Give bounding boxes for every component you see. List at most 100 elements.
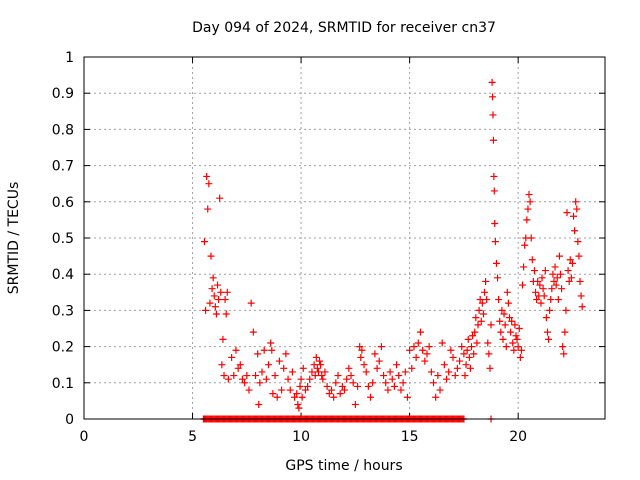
- data-point: [469, 332, 477, 340]
- data-point: [465, 353, 473, 361]
- data-point: [490, 187, 498, 195]
- data-point: [357, 353, 365, 361]
- data-point: [267, 339, 275, 347]
- data-point: [206, 299, 214, 307]
- data-point: [399, 379, 407, 387]
- data-point: [430, 379, 438, 387]
- data-point: [489, 136, 497, 144]
- data-point: [341, 386, 348, 394]
- y-tick-label: 0.1: [52, 376, 74, 392]
- data-point: [390, 382, 398, 390]
- data-point: [299, 364, 307, 372]
- data-point: [564, 267, 572, 275]
- data-point: [570, 212, 578, 220]
- data-point: [451, 372, 459, 380]
- data-point: [284, 375, 292, 383]
- data-point: [501, 321, 509, 329]
- plot-frame: [83, 56, 606, 420]
- data-point: [463, 346, 471, 354]
- data-point: [525, 191, 533, 199]
- data-point: [505, 314, 513, 322]
- data-point: [507, 328, 515, 336]
- data-point: [360, 361, 368, 369]
- y-tick-label: 0: [65, 412, 74, 428]
- data-point: [217, 288, 225, 296]
- data-point: [247, 299, 255, 307]
- data-point: [364, 382, 372, 390]
- data-point: [208, 285, 216, 293]
- data-point: [572, 198, 580, 206]
- data-point: [498, 306, 506, 314]
- data-point: [491, 238, 499, 246]
- data-point: [421, 357, 429, 365]
- data-point: [216, 194, 224, 202]
- data-point: [204, 205, 212, 213]
- data-point: [401, 368, 409, 376]
- data-point: [354, 382, 362, 390]
- data-point: [478, 299, 486, 307]
- data-point: [566, 256, 574, 264]
- data-point: [210, 292, 218, 300]
- data-point: [479, 310, 487, 318]
- data-point: [519, 281, 527, 289]
- data-point: [565, 277, 573, 285]
- data-point: [282, 350, 290, 358]
- x-tick-label: 15: [401, 429, 419, 445]
- grid: [84, 57, 605, 419]
- data-point: [502, 343, 510, 351]
- data-point: [470, 350, 478, 358]
- data-point: [577, 292, 585, 300]
- data-point: [262, 375, 270, 383]
- data-point: [513, 335, 521, 343]
- data-point: [538, 274, 546, 282]
- data-point: [532, 288, 540, 296]
- data-point: [314, 368, 322, 376]
- y-tick-label: 0.9: [52, 86, 74, 102]
- data-point: [297, 375, 305, 383]
- data-point: [236, 361, 244, 369]
- data-point: [471, 328, 479, 336]
- x-tick-label: 20: [509, 429, 527, 445]
- data-point: [419, 346, 427, 354]
- data-point: [453, 364, 461, 372]
- data-point: [440, 361, 448, 369]
- data-point: [458, 343, 466, 351]
- data-point: [273, 393, 281, 401]
- data-point: [412, 353, 420, 361]
- data-point: [410, 343, 418, 351]
- data-point: [543, 328, 551, 336]
- data-point: [310, 361, 318, 369]
- data-point: [491, 220, 499, 228]
- data-point: [416, 328, 424, 336]
- data-point: [373, 364, 381, 372]
- data-point: [319, 375, 327, 383]
- data-point: [500, 310, 508, 318]
- y-tick-label: 1: [65, 50, 74, 66]
- y-axis-title: SRMTID / TECUs: [6, 182, 22, 295]
- data-point: [496, 317, 504, 325]
- data-point: [223, 288, 231, 296]
- data-point: [548, 285, 556, 293]
- data-point: [556, 270, 564, 278]
- y-tick-label: 0.8: [52, 122, 74, 138]
- data-point: [537, 299, 545, 307]
- data-point: [228, 353, 236, 361]
- data-point: [288, 368, 296, 376]
- data-point: [497, 328, 505, 336]
- data-point: [330, 393, 338, 401]
- data-point: [397, 386, 405, 394]
- data-point: [200, 238, 208, 246]
- data-point: [403, 393, 411, 401]
- data-point: [550, 277, 558, 285]
- data-point: [234, 364, 242, 372]
- data-point: [489, 93, 497, 101]
- data-point: [554, 296, 562, 304]
- data-point: [449, 353, 457, 361]
- data-point: [367, 393, 375, 401]
- data-point: [523, 216, 531, 224]
- data-point: [563, 209, 571, 217]
- data-point: [215, 296, 223, 304]
- data-point: [541, 267, 549, 275]
